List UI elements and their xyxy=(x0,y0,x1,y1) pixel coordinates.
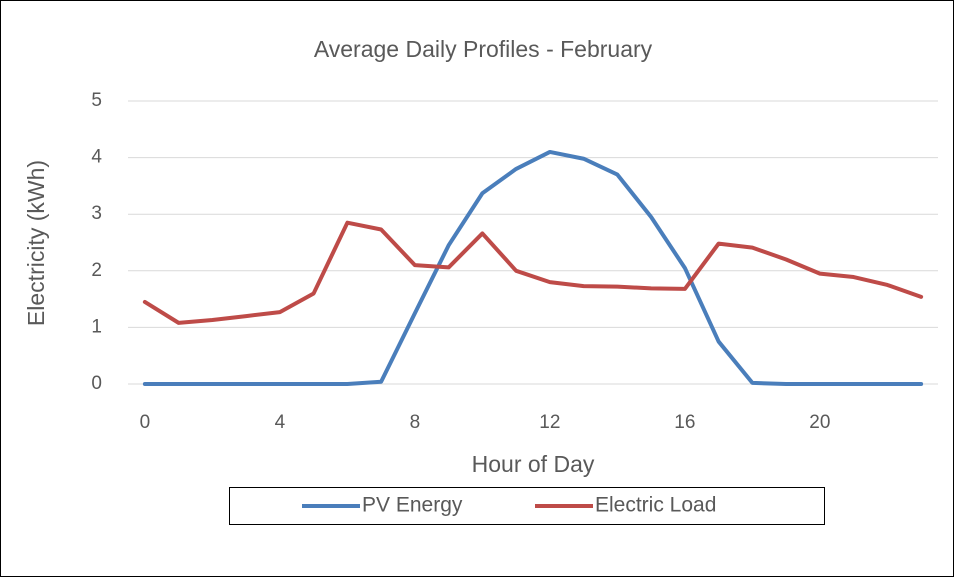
y-tick-label: 3 xyxy=(91,203,102,224)
x-tick-label: 20 xyxy=(809,412,830,433)
series-line xyxy=(142,149,924,386)
y-tick-label: 5 xyxy=(91,90,102,111)
y-tick-label: 4 xyxy=(91,147,102,168)
legend-label: PV Energy xyxy=(362,494,463,517)
x-axis-label: Hour of Day xyxy=(472,451,595,477)
x-tick-label: 12 xyxy=(539,412,560,433)
chart-title: Average Daily Profiles - February xyxy=(314,36,653,62)
x-tick-label: 0 xyxy=(140,412,151,433)
y-tick-label: 2 xyxy=(91,260,102,281)
x-tick-label: 8 xyxy=(410,412,421,433)
x-tick-label: 16 xyxy=(674,412,695,433)
y-tick-label: 0 xyxy=(91,373,102,394)
x-tick-label: 4 xyxy=(275,412,286,433)
legend-label: Electric Load xyxy=(595,494,716,517)
y-axis-label: Electricity (kWh) xyxy=(23,160,49,326)
y-tick-label: 1 xyxy=(91,316,102,337)
series-line xyxy=(142,220,924,325)
